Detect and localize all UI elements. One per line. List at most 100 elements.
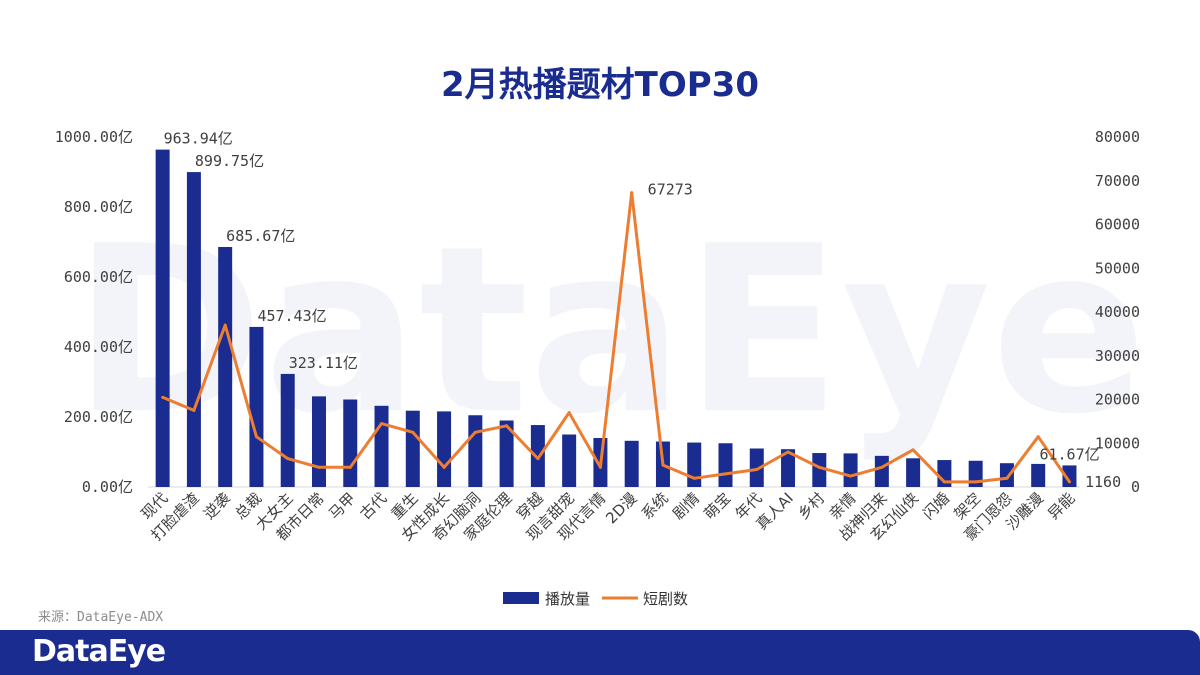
line-point xyxy=(755,468,759,471)
line-point xyxy=(567,411,571,415)
data-labels: 963.94亿 899.75亿 685.67亿 457.43亿 323.11亿 61.67… xyxy=(164,130,1121,491)
line-point xyxy=(942,480,946,484)
y-right-tick-label: 30000 xyxy=(1095,347,1140,365)
line-point xyxy=(1067,480,1071,484)
line-point xyxy=(1036,435,1040,439)
bar xyxy=(186,172,201,487)
line-point xyxy=(223,323,227,327)
x-tick-label: 系统 xyxy=(638,489,672,523)
line-point xyxy=(380,422,384,426)
y-right-tick-label: 20000 xyxy=(1095,391,1140,409)
legend-label-line: 短剧数 xyxy=(643,590,688,608)
x-tick-label: 闪婚 xyxy=(919,489,953,523)
y-right-tick-label: 10000 xyxy=(1095,434,1140,452)
legend: 播放量 短剧数 xyxy=(503,590,688,608)
bar xyxy=(249,326,264,487)
bar xyxy=(437,411,452,487)
line-point xyxy=(723,472,727,476)
line-point xyxy=(630,191,634,195)
y-left-tick-label: 200.00亿 xyxy=(64,408,133,426)
chart-title: 2月热播题材TOP30 xyxy=(441,65,759,105)
line-point xyxy=(286,457,290,461)
legend-swatch-bar xyxy=(503,592,539,604)
line-point xyxy=(192,408,196,412)
y-right-tick-label: 40000 xyxy=(1095,303,1140,321)
line-point xyxy=(1005,476,1009,480)
x-tick-label: 异能 xyxy=(1044,489,1078,523)
line-point xyxy=(254,435,258,439)
line-point xyxy=(786,450,790,454)
line-point xyxy=(849,474,853,478)
bar xyxy=(781,449,796,487)
line-point xyxy=(536,457,540,461)
bar-data-label: 61.67亿 xyxy=(1039,445,1099,463)
y-left-tick-label: 400.00亿 xyxy=(64,338,133,356)
bar xyxy=(749,448,764,487)
bar xyxy=(624,440,639,487)
line-point xyxy=(598,465,602,469)
line-point xyxy=(505,424,509,428)
x-axis: 现代打脸虐渣逆袭总裁大女主都市日常马甲古代重生女性成长奇幻脑洞家庭伦理穿越现言甜… xyxy=(138,489,1079,544)
line-point xyxy=(317,465,321,469)
bar xyxy=(687,442,702,487)
bar xyxy=(562,434,577,487)
bar xyxy=(405,410,420,487)
chart-canvas: DataEye 2月热播题材TOP30 0.00亿200.00亿400.00亿6… xyxy=(55,65,1147,608)
y-left-tick-label: 1000.00亿 xyxy=(55,128,133,146)
bar xyxy=(343,399,358,487)
bar xyxy=(311,396,326,487)
x-tick-label: 萌宝 xyxy=(700,489,734,523)
bar xyxy=(1062,465,1077,487)
y-right-tick-label: 80000 xyxy=(1095,128,1140,146)
bar-series xyxy=(155,149,1077,487)
line-point xyxy=(473,430,477,434)
x-tick-label: 乡村 xyxy=(794,489,828,523)
y-left-tick-label: 800.00亿 xyxy=(64,198,133,216)
y-axis-right: 0 10000 20000 30000 40000 50000 60000 70000 8000… xyxy=(1095,128,1140,496)
legend-label-bar: 播放量 xyxy=(545,590,590,608)
line-point xyxy=(661,463,665,467)
x-tick-label: 2D漫 xyxy=(602,489,640,527)
line-point xyxy=(348,465,352,469)
bar xyxy=(499,420,514,487)
line-point xyxy=(817,465,821,469)
bar-data-label: 457.43亿 xyxy=(257,307,326,325)
bar xyxy=(718,443,733,487)
line-point xyxy=(161,395,165,399)
bar xyxy=(874,455,889,487)
bar xyxy=(468,415,483,487)
line-point xyxy=(911,448,915,452)
bar xyxy=(218,247,233,487)
line-point xyxy=(692,476,696,480)
source-note: 来源：DataEye-ADX xyxy=(38,610,164,625)
bar xyxy=(155,149,170,487)
bar-data-label: 899.75亿 xyxy=(195,152,264,170)
bar xyxy=(1031,463,1046,487)
bar xyxy=(374,405,389,487)
y-right-tick-label: 0 xyxy=(1131,478,1140,496)
x-tick-label: 逆袭 xyxy=(200,489,234,523)
bar xyxy=(280,373,295,487)
y-right-tick-label: 70000 xyxy=(1095,172,1140,190)
bar xyxy=(843,453,858,487)
bar xyxy=(999,463,1014,487)
y-right-tick-label: 50000 xyxy=(1095,259,1140,277)
series-line xyxy=(162,191,1071,484)
line-point xyxy=(411,430,415,434)
line-point xyxy=(974,480,978,484)
y-right-tick-label: 60000 xyxy=(1095,216,1140,234)
footer-bar: DataEye xyxy=(0,630,1200,675)
bar-data-label: 963.94亿 xyxy=(164,130,233,148)
line-data-label: 1160 xyxy=(1085,473,1121,491)
bar-data-label: 685.67亿 xyxy=(226,227,295,245)
bar xyxy=(812,453,827,487)
line-series xyxy=(161,191,1071,484)
brand-logo: DataEye xyxy=(32,634,166,669)
y-left-tick-label: 0.00亿 xyxy=(82,478,133,496)
bar xyxy=(906,458,921,487)
bar-data-label: 323.11亿 xyxy=(289,354,358,372)
x-tick-label: 剧情 xyxy=(669,489,703,523)
line-point xyxy=(442,465,446,469)
line-point xyxy=(880,465,884,469)
x-tick-label: 古代 xyxy=(356,489,390,523)
